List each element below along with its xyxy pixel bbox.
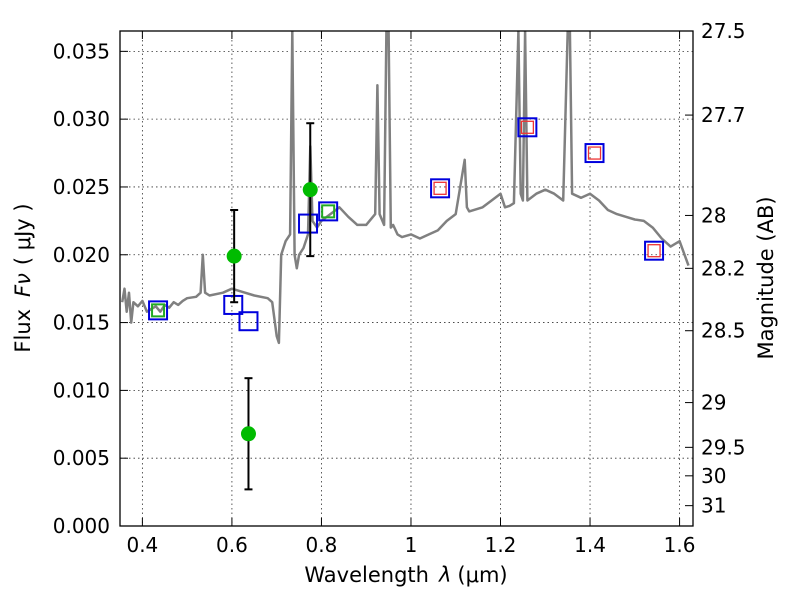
green-filter-square — [321, 204, 336, 219]
y-tick-label: 0.035 — [53, 39, 110, 63]
red-filter-square — [647, 244, 661, 258]
x-tick-label: 1.4 — [574, 533, 606, 557]
y-tick-label: 0.005 — [53, 446, 110, 470]
photometry-squares — [148, 117, 665, 332]
y-tick-labels: 0.000 0.005 0.010 0.015 0.020 0.025 0.030 0.035 — [53, 39, 110, 538]
y-tick-label: 0.025 — [53, 175, 110, 199]
plot-frame — [119, 30, 694, 527]
model-flux-square — [517, 117, 538, 138]
x-tick-label: 0.8 — [306, 533, 338, 557]
observed-points — [226, 122, 318, 491]
model-spectrum-line — [120, 31, 690, 345]
y2-tick-labels: 27.5 27.7 28 28.2 28.5 29 29.5 30 31 — [701, 19, 746, 518]
model-flux-square — [584, 143, 605, 164]
y2-tick-label: 28.5 — [701, 319, 746, 343]
x-tick-labels: 0.4 0.6 0.8 1 1.2 1.4 1.6 — [126, 533, 695, 557]
green-filter-square — [151, 303, 166, 318]
observed-point — [302, 182, 318, 198]
y2-tick-label: 27.5 — [701, 19, 746, 43]
y2-tick-label: 30 — [701, 464, 726, 488]
observed-point — [240, 426, 256, 442]
x-tick-label: 1.2 — [485, 533, 517, 557]
y2-tick-label: 27.7 — [701, 103, 746, 127]
red-filter-square — [520, 120, 535, 134]
y2-tick-label: 29.5 — [701, 435, 746, 459]
tick-marks — [120, 30, 693, 527]
model-flux-square — [318, 201, 339, 222]
y-tick-label: 0.030 — [53, 107, 110, 131]
red-filter-square — [587, 146, 602, 160]
y-tick-label: 0.015 — [53, 311, 110, 335]
observed-point — [226, 248, 242, 264]
y-axis-label: FluxFν( μJy ) — [11, 203, 35, 352]
red-filter-square — [433, 181, 447, 195]
y-tick-label: 0.000 — [53, 514, 110, 538]
y-tick-label: 0.010 — [53, 378, 110, 402]
grid-lines — [120, 31, 693, 527]
y-tick-label: 0.020 — [53, 243, 110, 267]
x-tick-label: 1.6 — [664, 533, 696, 557]
model-flux-square — [644, 240, 665, 261]
y2-tick-label: 28.2 — [701, 256, 746, 280]
x-axis-label: Wavelength λ (μm) — [304, 563, 507, 587]
x-tick-label: 0.6 — [216, 533, 248, 557]
y2-tick-label: 28 — [701, 203, 726, 227]
y2-tick-label: 31 — [701, 494, 726, 518]
model-flux-square — [148, 300, 169, 321]
x-tick-label: 1 — [405, 533, 418, 557]
model-flux-square — [298, 213, 319, 234]
model-flux-square — [430, 178, 451, 199]
x-tick-label: 0.4 — [126, 533, 158, 557]
y2-tick-label: 29 — [701, 391, 726, 415]
model-flux-square — [238, 311, 259, 332]
y2-axis-label: Magnitude (AB) — [754, 196, 778, 359]
